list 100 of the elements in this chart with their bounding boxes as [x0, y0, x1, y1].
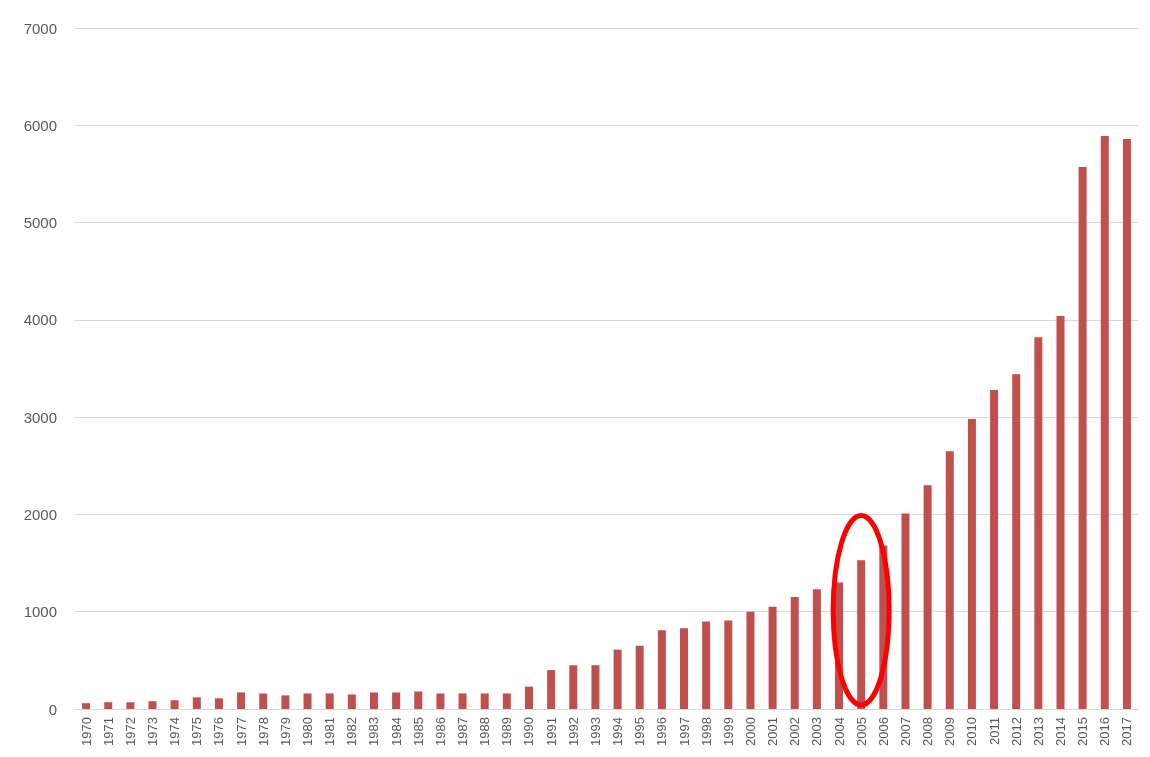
x-tick-label: 2003 — [809, 717, 825, 746]
x-tick-label: 2002 — [787, 717, 803, 746]
bar — [680, 628, 689, 709]
x-tick-label: 1982 — [344, 717, 360, 746]
x-tick-label: 2000 — [742, 717, 758, 746]
y-tick-label: 5000 — [23, 214, 57, 232]
x-tick-label: 2009 — [942, 717, 958, 746]
x-tick-label: 1991 — [543, 717, 559, 746]
x-tick-label: 1986 — [432, 717, 448, 746]
x-tick-label: 1996 — [654, 717, 670, 746]
x-tick-label: 1992 — [565, 717, 581, 746]
bar — [325, 693, 334, 709]
x-tick-label: 1998 — [698, 717, 714, 746]
x-tick-label: 1985 — [410, 717, 426, 746]
x-tick-label: 2004 — [831, 717, 847, 746]
bar — [901, 513, 910, 709]
x-tick-label: 2011 — [986, 717, 1002, 745]
bar — [569, 665, 578, 709]
x-tick-label: 2016 — [1097, 717, 1113, 746]
bar — [990, 389, 999, 709]
bar — [259, 693, 268, 709]
bar — [635, 645, 644, 709]
x-tick-label: 1972 — [122, 717, 138, 746]
bar — [746, 611, 755, 709]
bar — [104, 702, 113, 709]
bar — [1034, 337, 1043, 709]
x-tick-label: 2007 — [897, 717, 913, 746]
x-tick-label: 2001 — [765, 717, 781, 746]
bar — [126, 702, 135, 709]
bar — [502, 693, 511, 709]
x-tick-label: 1999 — [720, 717, 736, 746]
bar — [1012, 374, 1021, 709]
bar — [414, 691, 423, 709]
bar — [148, 701, 157, 709]
x-tick-label: 2017 — [1119, 717, 1135, 746]
bar — [613, 649, 622, 709]
bar — [192, 697, 201, 709]
x-tick-label: 1989 — [499, 717, 515, 746]
bar — [436, 693, 445, 709]
x-tick-label: 1978 — [255, 717, 271, 746]
bar — [458, 693, 467, 709]
bar — [790, 597, 799, 709]
x-tick-label: 1975 — [189, 717, 205, 746]
bar — [303, 693, 312, 709]
bar — [812, 589, 821, 709]
y-tick-label: 3000 — [23, 408, 57, 426]
x-tick-label: 1974 — [167, 717, 183, 746]
bar — [967, 419, 976, 709]
bar — [524, 686, 533, 709]
bar — [1078, 167, 1087, 709]
x-tick-label: 1993 — [587, 717, 603, 746]
x-tick-label: 2006 — [875, 717, 891, 746]
bar — [857, 560, 866, 709]
x-tick-label: 2005 — [853, 717, 869, 746]
bar — [702, 621, 711, 709]
x-tick-label: 2013 — [1030, 717, 1046, 746]
bar — [170, 700, 179, 709]
bar — [1100, 135, 1109, 709]
y-tick-label: 2000 — [23, 505, 57, 523]
bar — [923, 485, 932, 709]
bar — [237, 692, 246, 709]
bar — [768, 606, 777, 709]
x-tick-label: 2014 — [1052, 717, 1068, 746]
x-tick-label: 1997 — [676, 717, 692, 746]
bar — [369, 692, 378, 709]
x-tick-label: 1980 — [300, 717, 316, 746]
bar — [392, 692, 401, 709]
x-tick-label: 1971 — [100, 717, 116, 746]
bar — [547, 670, 556, 709]
x-tick-label: 1979 — [277, 717, 293, 746]
y-tick-label: 6000 — [23, 116, 57, 134]
bar — [1056, 315, 1065, 709]
bar — [591, 665, 600, 709]
x-tick-label: 1973 — [145, 717, 161, 746]
x-tick-label: 2008 — [920, 717, 936, 746]
bar — [214, 698, 223, 709]
x-tick-label: 1987 — [455, 717, 471, 746]
y-tick-label: 7000 — [23, 19, 57, 37]
bar — [347, 694, 356, 709]
x-tick-label: 1995 — [632, 717, 648, 746]
bar — [657, 630, 666, 709]
x-tick-label: 1983 — [366, 717, 382, 746]
x-tick-label: 2010 — [964, 717, 980, 746]
x-tick-label: 1976 — [211, 717, 227, 746]
x-tick-label: 1981 — [322, 717, 338, 746]
y-tick-label: 0 — [48, 700, 57, 718]
x-tick-label: 1970 — [78, 717, 94, 746]
bar — [724, 620, 733, 709]
x-tick-label: 2012 — [1008, 717, 1024, 746]
bar — [1122, 138, 1131, 709]
x-tick-label: 1994 — [610, 717, 626, 746]
y-tick-label: 1000 — [23, 603, 57, 621]
bar — [281, 695, 290, 709]
bar — [82, 703, 91, 709]
x-tick-label: 1990 — [521, 717, 537, 746]
x-tick-label: 1988 — [477, 717, 493, 746]
x-tick-label: 2015 — [1075, 717, 1091, 746]
bar — [480, 693, 489, 709]
bar — [945, 451, 954, 709]
x-tick-label: 1977 — [233, 717, 249, 746]
